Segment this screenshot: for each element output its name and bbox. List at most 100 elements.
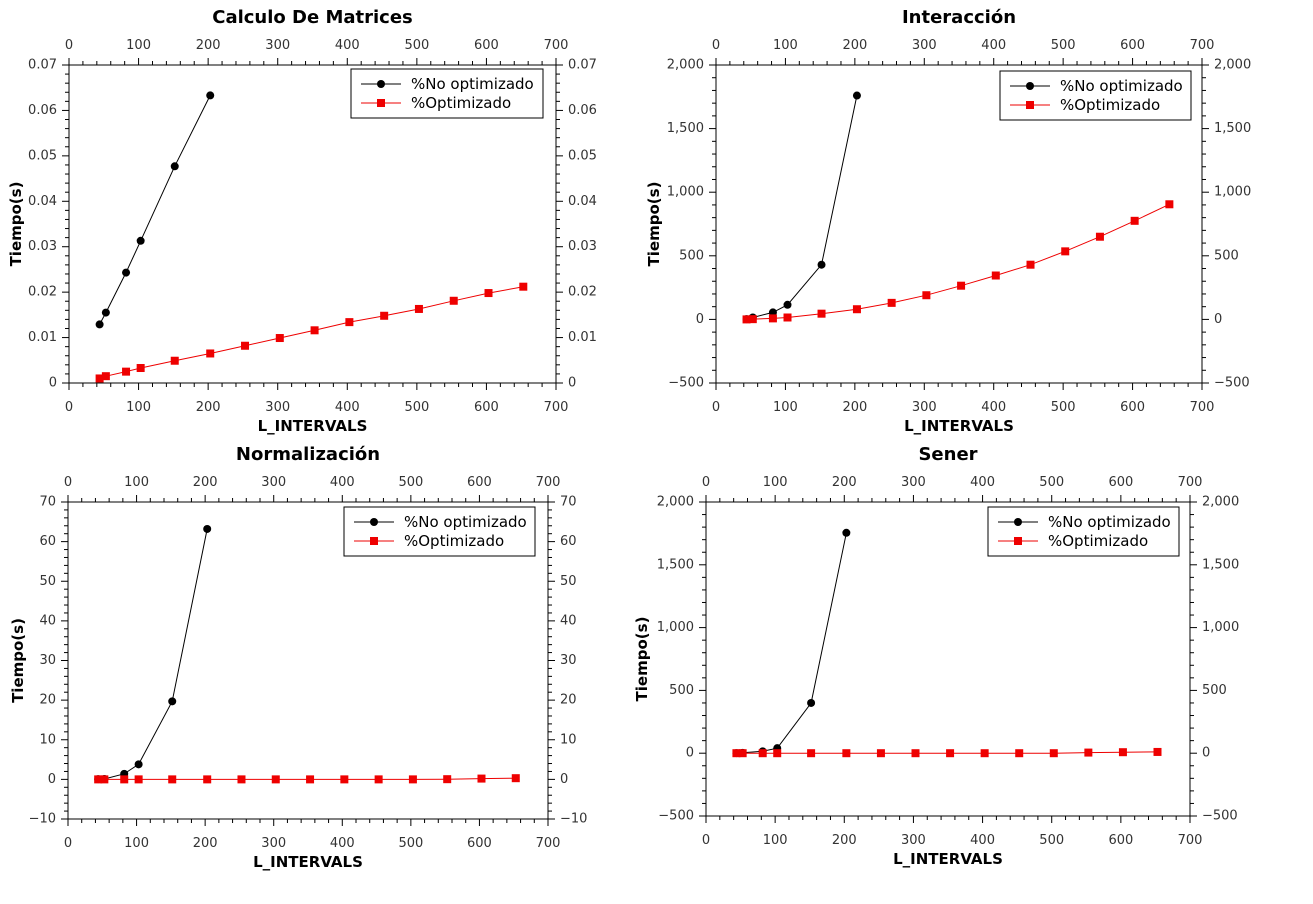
legend-marker	[377, 80, 385, 88]
data-point	[414, 304, 423, 313]
x-tick-label-top: 100	[773, 38, 798, 53]
y-tick-label: −500	[668, 376, 704, 391]
x-tick-label-top: 400	[981, 38, 1006, 53]
x-tick-label: 600	[467, 836, 492, 851]
data-point	[306, 775, 315, 784]
data-point	[887, 298, 896, 307]
x-tick-label: 700	[536, 836, 561, 851]
x-tick-label-top: 300	[265, 38, 290, 53]
x-tick-label-top: 500	[1039, 475, 1064, 490]
data-point	[477, 774, 486, 783]
data-point	[1026, 260, 1035, 269]
legend-label: %No optimizado	[1060, 77, 1183, 95]
y-tick-label: 500	[679, 248, 704, 263]
x-tick-label-top: 300	[912, 38, 937, 53]
legend-box	[999, 70, 1192, 121]
x-tick-label: 100	[763, 833, 788, 848]
legend-box	[350, 68, 544, 119]
x-tick-label: 100	[124, 836, 149, 851]
chart-title: Interacción	[902, 7, 1016, 28]
x-tick-label-top: 300	[261, 475, 286, 490]
y-tick-label-right: 0.06	[568, 103, 597, 118]
y-tick-label-right: 1,500	[1202, 557, 1239, 572]
x-axis-label: L_INTERVALS	[258, 417, 368, 435]
data-point	[783, 313, 792, 322]
data-point	[168, 775, 177, 784]
x-tick-label: 300	[261, 836, 286, 851]
series-no-optimizado	[95, 91, 215, 329]
legend: %No optimizado%Optimizado	[343, 506, 536, 557]
y-tick-label-right: 500	[1214, 248, 1239, 263]
x-tick-label-top: 200	[193, 475, 218, 490]
series-line	[99, 95, 211, 325]
data-point	[170, 162, 179, 171]
y-tick-label-right: 1,500	[1214, 121, 1251, 136]
x-tick-label-top: 0	[702, 475, 710, 490]
x-tick-label: 700	[1178, 833, 1203, 848]
x-tick-label: 300	[901, 833, 926, 848]
data-point	[136, 364, 145, 373]
x-tick-label-top: 200	[832, 475, 857, 490]
data-point	[408, 775, 417, 784]
y-tick-label-right: 500	[1202, 683, 1227, 698]
data-point	[340, 775, 349, 784]
y-tick-label: 1,000	[667, 185, 704, 200]
y-tick-label: 30	[39, 653, 56, 668]
data-point	[1130, 216, 1139, 225]
y-tick-label: 1,500	[657, 557, 694, 572]
y-tick-label: 10	[39, 732, 56, 747]
plot-frame	[68, 64, 557, 384]
data-point	[122, 367, 131, 376]
y-tick-label: 0.03	[28, 239, 57, 254]
plot-frame	[715, 64, 1203, 384]
data-point	[807, 749, 816, 758]
x-tick-label: 100	[773, 400, 798, 415]
data-point	[94, 775, 103, 784]
x-tick-label-top: 500	[398, 475, 423, 490]
y-tick-label: 2,000	[657, 495, 694, 510]
y-tick-label: 0.07	[28, 58, 57, 73]
data-point	[241, 341, 250, 350]
data-point	[742, 315, 751, 324]
plot-frame	[705, 501, 1191, 817]
data-point	[271, 775, 280, 784]
data-point	[519, 282, 528, 291]
x-tick-label-top: 100	[124, 475, 149, 490]
y-tick-label: 0	[696, 312, 704, 327]
legend-label: %No optimizado	[404, 513, 527, 531]
y-tick-label: 40	[39, 613, 56, 628]
chart-panel-3: NormalizaciónL_INTERVALSTiempo(s)0010010…	[9, 444, 587, 871]
x-tick-label-top: 500	[404, 38, 429, 53]
data-point	[310, 326, 319, 335]
legend-label: %Optimizado	[1060, 96, 1160, 114]
data-point	[842, 528, 851, 537]
series-no-optimizado	[742, 91, 861, 324]
data-point	[134, 760, 143, 769]
y-tick-label-right: 2,000	[1214, 58, 1251, 73]
series-optimizado	[742, 200, 1174, 324]
x-tick-label-top: 600	[474, 38, 499, 53]
x-tick-label-top: 100	[763, 475, 788, 490]
data-point	[946, 749, 955, 758]
data-point	[980, 749, 989, 758]
x-axis-label: L_INTERVALS	[893, 850, 1003, 868]
y-tick-label: 1,500	[667, 121, 704, 136]
data-point	[206, 349, 215, 358]
x-axis-label: L_INTERVALS	[904, 417, 1014, 435]
y-tick-label-right: 0	[568, 376, 576, 391]
y-tick-label: 2,000	[667, 58, 704, 73]
x-tick-label-top: 700	[1190, 38, 1215, 53]
x-tick-label: 500	[1039, 833, 1064, 848]
legend-marker	[1014, 537, 1022, 545]
y-tick-label: 0.06	[28, 103, 57, 118]
x-tick-label: 400	[981, 400, 1006, 415]
x-tick-label-top: 0	[64, 475, 72, 490]
legend-label: %No optimizado	[411, 75, 534, 93]
y-tick-label-right: 2,000	[1202, 495, 1239, 510]
data-point	[748, 315, 757, 324]
x-tick-label-top: 300	[901, 475, 926, 490]
data-point	[100, 775, 109, 784]
x-tick-label-top: 700	[1178, 475, 1203, 490]
series-line	[746, 203, 1170, 320]
legend-marker	[370, 537, 378, 545]
